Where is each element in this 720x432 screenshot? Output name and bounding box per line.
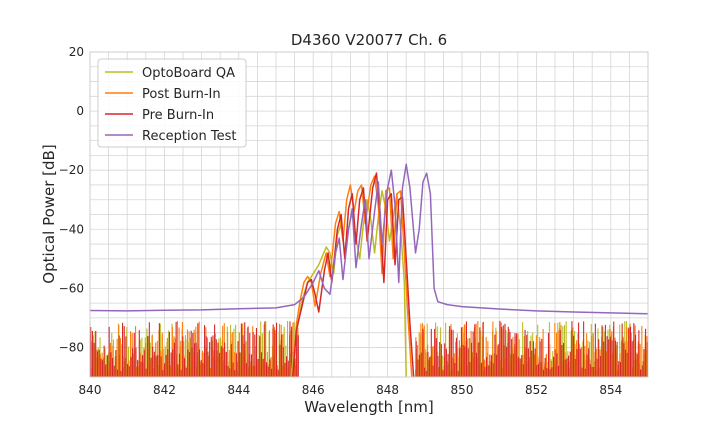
x-tick-labels: 840 842 844 846 848 850 852 854 [79,383,623,397]
chart-title: D4360 V20077 Ch. 6 [291,31,447,49]
legend-label-reception-test: Reception Test [142,129,236,144]
y-tick-labels: 20 0 −20 −40 −60 −80 [59,45,84,354]
noise-floor-bars [90,321,299,377]
y-tick-label: −20 [59,163,84,177]
x-tick-label: 850 [451,383,474,397]
x-tick-label: 854 [599,383,622,397]
y-tick-label: −80 [59,340,84,354]
series-line-reception-test [89,163,649,315]
legend: OptoBoard QA Post Burn-In Pre Burn-In Re… [97,58,247,148]
x-tick-label: 842 [153,383,176,397]
legend-box [97,58,247,148]
x-axis-label: Wavelength [nm] [304,398,434,416]
y-tick-label: 20 [69,45,84,59]
y-tick-label: −40 [59,222,84,236]
plot-frame [89,51,649,378]
legend-label-optoboard-qa: OptoBoard QA [142,66,235,81]
series-lines [89,163,649,378]
y-tick-label: −60 [59,281,84,295]
x-tick-label: 846 [302,383,325,397]
series-line-pre-burn-in [291,172,415,378]
y-tick-label: 0 [76,104,84,118]
noise-floor-bars [415,320,648,377]
x-tick-label: 844 [227,383,250,397]
legend-label-post-burn-in: Post Burn-In [142,87,221,102]
x-tick-label: 848 [376,383,399,397]
x-tick-label: 840 [79,383,102,397]
legend-label-pre-burn-in: Pre Burn-In [142,108,214,123]
x-tick-label: 852 [525,383,548,397]
y-axis-label: Optical Power [dB] [40,144,58,283]
